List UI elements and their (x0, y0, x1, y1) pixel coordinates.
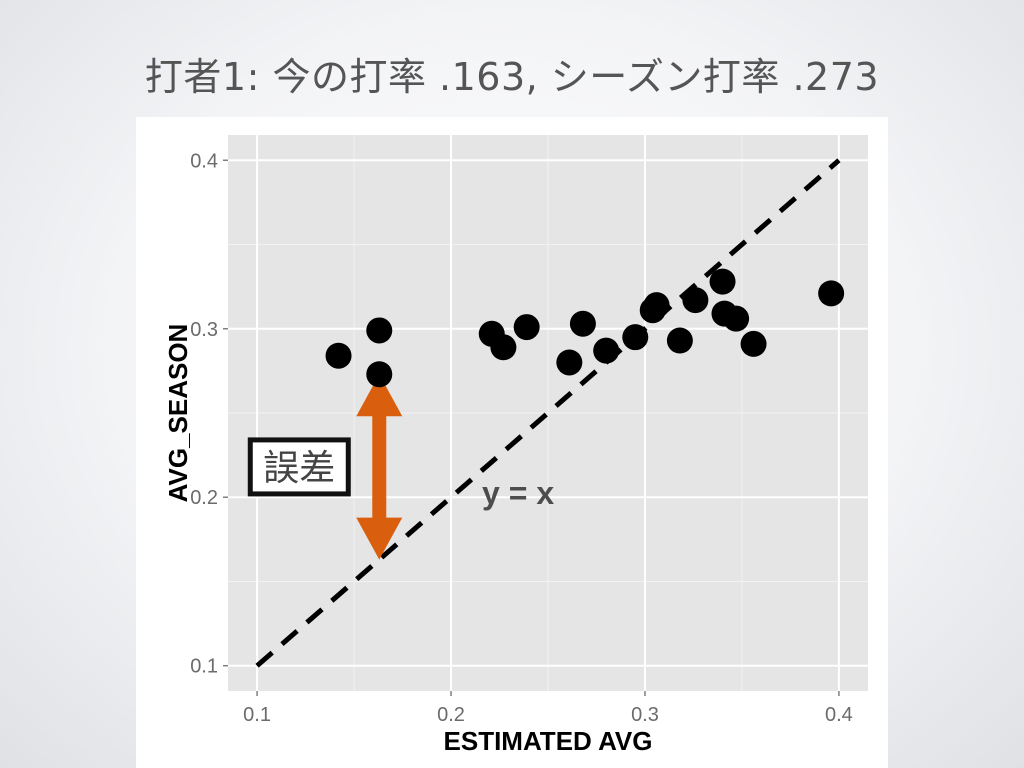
data-point (818, 280, 845, 307)
data-point (569, 310, 596, 337)
error-arrow-head-down (356, 517, 403, 560)
error-arrow-shaft (372, 414, 387, 520)
data-point (513, 314, 540, 341)
data-point (643, 292, 670, 319)
data-point (556, 349, 583, 376)
data-point (622, 324, 649, 351)
y-tick-label: 0.3 (190, 319, 218, 341)
data-point (593, 337, 620, 364)
slide-title: 打者1: 今の打率 .163, シーズン打率 .273 (144, 55, 880, 99)
data-point (366, 317, 393, 344)
annotation-layer: 誤差 (247, 374, 403, 560)
x-tick-label: 0.2 (437, 704, 465, 726)
data-point (490, 334, 517, 361)
data-point (666, 327, 693, 354)
data-point (723, 305, 750, 332)
y-tick-label: 0.1 (190, 656, 218, 678)
data-point (366, 361, 393, 388)
x-tick-label: 0.1 (243, 704, 271, 726)
y-tick-label: 0.4 (190, 150, 218, 172)
scatter-chart: 0.1 0.2 0.3 0.4 0.1 0.2 0.3 0.4 y = x 誤差 ESTIMA… (163, 135, 868, 756)
x-tick-label: 0.4 (825, 704, 853, 726)
y-axis-title: AVG_SEASON (163, 324, 193, 503)
error-arrow-head-up (356, 374, 403, 417)
reference-line-label: y = x (482, 475, 554, 511)
error-label-box (247, 437, 351, 497)
grid-layer (228, 135, 868, 691)
error-label: 誤差 (263, 448, 335, 489)
x-axis-title: ESTIMATED AVG (444, 726, 653, 756)
plot-card: 0.1 0.2 0.3 0.4 0.1 0.2 0.3 0.4 y = x 誤差 ESTIMA… (136, 117, 888, 768)
data-point (709, 268, 736, 295)
reference-line-layer: y = x (255, 158, 841, 668)
data-point (740, 330, 767, 357)
points-layer (325, 268, 845, 388)
data-point (682, 287, 709, 314)
y-tick-label: 0.2 (190, 487, 218, 509)
reference-line (255, 158, 841, 668)
x-tick-label: 0.3 (631, 704, 659, 726)
data-point (325, 342, 352, 369)
tick-layer: 0.1 0.2 0.3 0.4 0.1 0.2 0.3 0.4 (190, 150, 853, 726)
